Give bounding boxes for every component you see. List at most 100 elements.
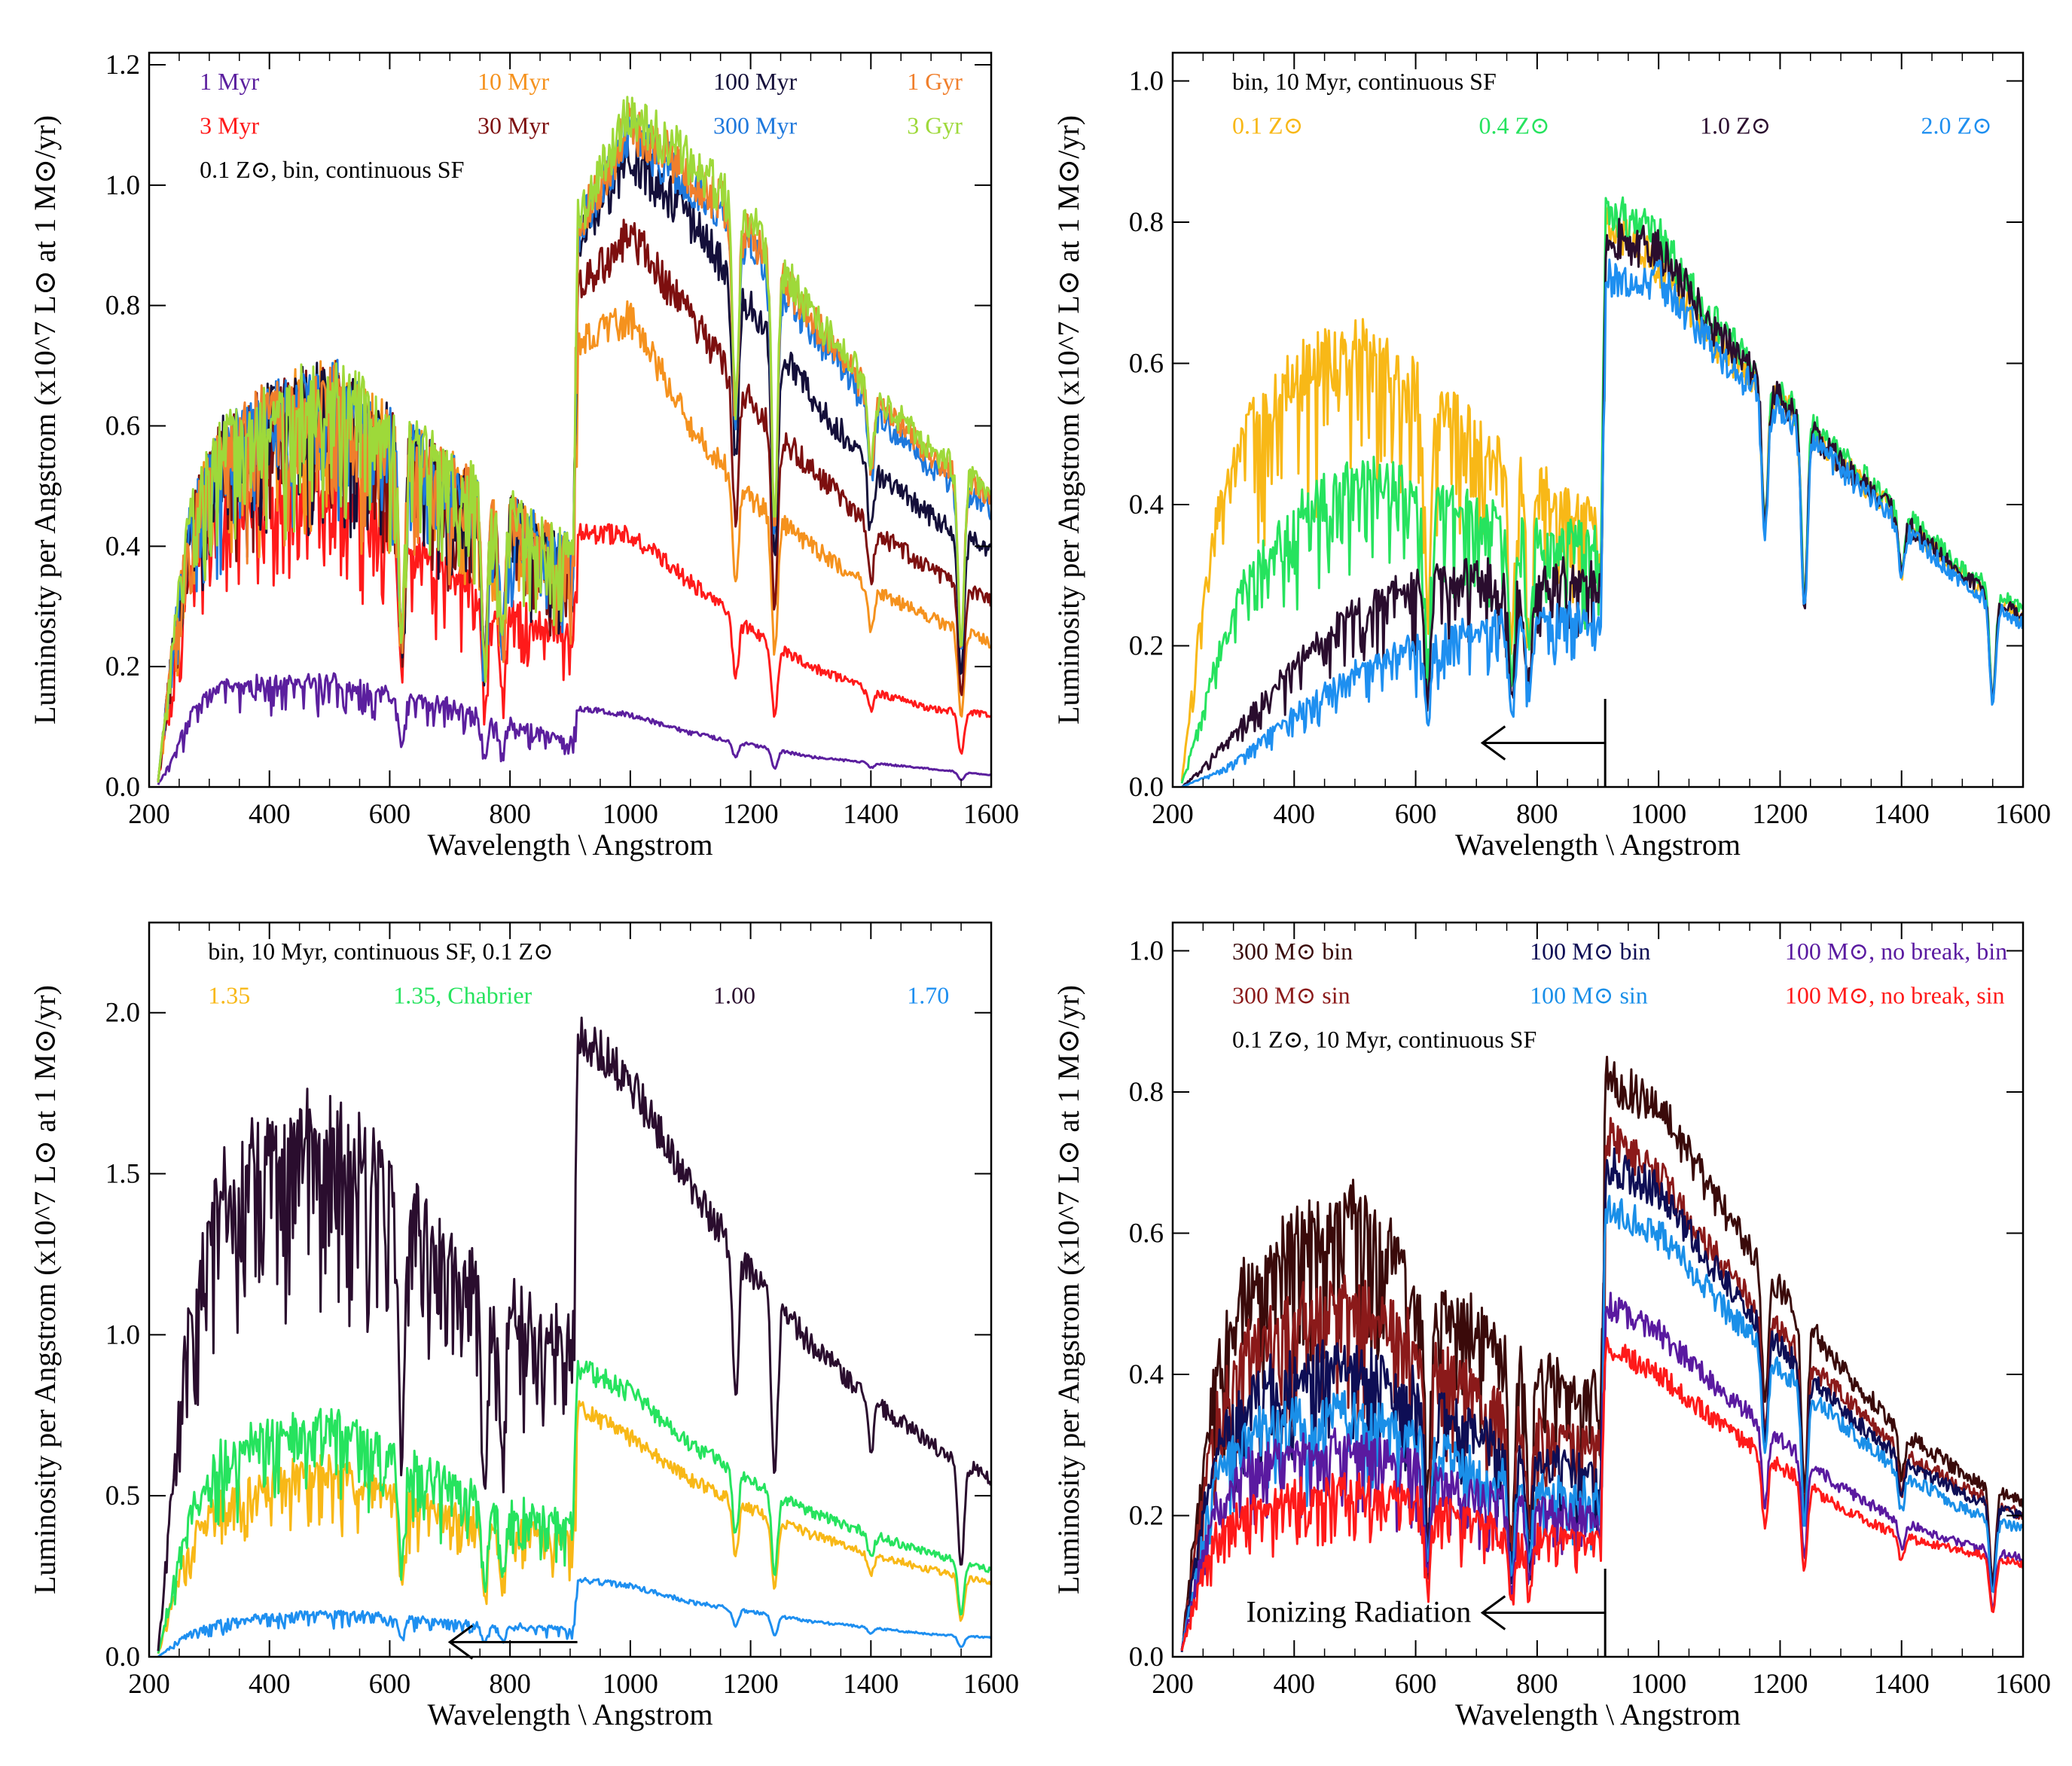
- x-tick-label: 1600: [1995, 799, 2051, 830]
- y-axis-label: Luminosity per Angstrom (x10^7 L⊙ at 1 M…: [1051, 985, 1085, 1594]
- x-tick-label: 1400: [843, 799, 899, 830]
- series-line-3: [157, 1576, 991, 1657]
- x-tick-label: 1200: [1752, 799, 1808, 830]
- y-tick-label: 1.0: [105, 1319, 140, 1350]
- x-tick-label: 600: [369, 1669, 411, 1700]
- panel-imf-slope: 200 400 600 800 1000 1200 1400 1600 0.0 0.5 1.0 1.5…: [28, 921, 1019, 1731]
- y-tick-label: 0.6: [1129, 349, 1164, 380]
- legend-label-2: 1.00: [713, 981, 755, 1008]
- x-axis-label: Wavelength \ Angstrom: [1455, 1697, 1741, 1731]
- panel-age: 200 400 600 800 1000 1200 1400 1600 0.0 0.2 0.4 0.6…: [28, 50, 1019, 862]
- series-lines: [157, 1016, 991, 1657]
- series-line-3: [1181, 258, 2023, 787]
- x-tick-label: 1600: [963, 799, 1019, 830]
- ionizing-edge-arrow: [1480, 699, 1607, 787]
- ionizing-edge-arrow: [1480, 1569, 1607, 1657]
- x-tick-label: 600: [369, 799, 411, 830]
- x-tick-label: 1200: [1752, 1669, 1808, 1700]
- y-tick-label: 2.0: [105, 998, 140, 1029]
- x-tick-label: 200: [128, 1669, 170, 1700]
- legend-label-4: 100 Myr: [713, 68, 797, 95]
- x-tick-label: 1000: [1631, 799, 1686, 830]
- x-tick-label: 400: [1274, 799, 1316, 830]
- x-tick-label: 1400: [1874, 799, 1930, 830]
- y-tick-label: 1.0: [1129, 66, 1164, 97]
- y-tick-label: 0.5: [105, 1481, 140, 1511]
- x-tick-label: 400: [249, 799, 291, 830]
- y-tick-label: 1.5: [105, 1159, 140, 1190]
- x-tick-label: 1600: [963, 1669, 1019, 1700]
- series-line-7: [157, 96, 991, 783]
- y-tick-label: 0.8: [1129, 1077, 1164, 1108]
- y-tick-label: 0.6: [1129, 1219, 1164, 1249]
- ionizing-radiation-label: Ionizing Radiation: [1246, 1595, 1471, 1629]
- x-tick-label: 400: [249, 1669, 291, 1700]
- y-tick-label: 0.4: [1129, 1359, 1164, 1390]
- panel-note: bin, 10 Myr, continuous SF: [1232, 68, 1497, 95]
- y-tick-label: 0.0: [105, 1642, 140, 1673]
- x-tick-label: 1000: [1631, 1669, 1686, 1700]
- legend-label-1: 300 M⊙ sin: [1232, 981, 1350, 1008]
- legend-label-5: 300 Myr: [713, 111, 797, 139]
- legend-label-7: 3 Gyr: [907, 111, 963, 139]
- legend-label-0: 0.1 Z⊙: [1232, 111, 1303, 139]
- x-tick-label: 800: [1516, 1669, 1558, 1700]
- y-axis-label: Luminosity per Angstrom (x10^7 L⊙ at 1 M…: [28, 985, 62, 1594]
- x-tick-label: 200: [1152, 799, 1194, 830]
- x-tick-label: 1600: [1995, 1669, 2051, 1700]
- x-tick-label: 1000: [603, 1669, 658, 1700]
- x-tick-label: 800: [1516, 799, 1558, 830]
- legend-label-2: 1.0 Z⊙: [1700, 111, 1771, 139]
- x-tick-label: 600: [1395, 799, 1437, 830]
- x-tick-label: 1200: [723, 799, 779, 830]
- y-tick-label: 0.0: [1129, 1642, 1164, 1673]
- series-lines: [157, 96, 991, 785]
- legend-label-5: 100 M⊙, no break, sin: [1785, 981, 2005, 1008]
- legend-label-3: 2.0 Z⊙: [1921, 111, 1992, 139]
- y-axis-label: Luminosity per Angstrom (x10^7 L⊙ at 1 M…: [1051, 115, 1085, 724]
- x-tick-label: 1200: [723, 1669, 779, 1700]
- series-lines: [1180, 196, 2023, 787]
- y-tick-label: 0.0: [1129, 772, 1164, 803]
- x-axis-label: Wavelength \ Angstrom: [428, 1697, 713, 1731]
- legend-label-2: 100 M⊙ bin: [1530, 938, 1650, 965]
- y-tick-label: 0.4: [1129, 490, 1164, 520]
- legend-label-3: 1.70: [907, 981, 949, 1008]
- y-tick-label: 1.0: [105, 170, 140, 201]
- x-tick-label: 1400: [843, 1669, 899, 1700]
- legend-label-0: 1 Myr: [200, 68, 259, 95]
- legend-label-4: 100 M⊙, no break, bin: [1785, 938, 2007, 965]
- x-tick-label: 200: [1152, 1669, 1194, 1700]
- series-line-1: [157, 462, 991, 782]
- legend-label-0: 300 M⊙ bin: [1232, 938, 1353, 965]
- legend-label-6: 1 Gyr: [907, 68, 963, 95]
- legend-label-1: 0.4 Z⊙: [1478, 111, 1549, 139]
- legend-label-2: 10 Myr: [478, 68, 549, 95]
- legend-label-3: 100 M⊙ sin: [1530, 981, 1648, 1008]
- x-tick-label: 400: [1274, 1669, 1316, 1700]
- x-axis-label: Wavelength \ Angstrom: [428, 828, 713, 862]
- x-tick-label: 200: [128, 799, 170, 830]
- panel-note: 0.1 Z⊙, bin, continuous SF: [200, 156, 464, 183]
- x-tick-label: 1400: [1874, 1669, 1930, 1700]
- x-tick-label: 600: [1395, 1669, 1437, 1700]
- y-tick-label: 0.8: [1129, 207, 1164, 238]
- x-tick-label: 800: [489, 799, 531, 830]
- legend-label-3: 30 Myr: [478, 111, 549, 139]
- panel-note: 0.1 Z⊙, 10 Myr, continuous SF: [1232, 1026, 1536, 1053]
- x-tick-label: 800: [489, 1669, 531, 1700]
- y-tick-label: 1.0: [1129, 936, 1164, 967]
- y-axis-label: Luminosity per Angstrom (x10^7 L⊙ at 1 M…: [28, 115, 62, 724]
- ionizing-edge-arrow: [447, 1624, 578, 1660]
- legend-label-0: 1.35: [208, 981, 250, 1008]
- y-tick-label: 0.8: [105, 291, 140, 322]
- panel-note: bin, 10 Myr, continuous SF, 0.1 Z⊙: [208, 938, 554, 965]
- legend-label-1: 1.35, Chabrier: [393, 981, 532, 1008]
- y-tick-label: 0.2: [1129, 1501, 1164, 1532]
- y-tick-label: 1.2: [105, 50, 140, 81]
- series-line-2: [157, 1016, 991, 1652]
- y-tick-label: 0.2: [1129, 631, 1164, 662]
- y-tick-label: 0.4: [105, 531, 140, 562]
- panel-imf-mass-limit: 200 400 600 800 1000 1200 1400 1600 0.0 0.2 0.4 0.6…: [1051, 921, 2051, 1731]
